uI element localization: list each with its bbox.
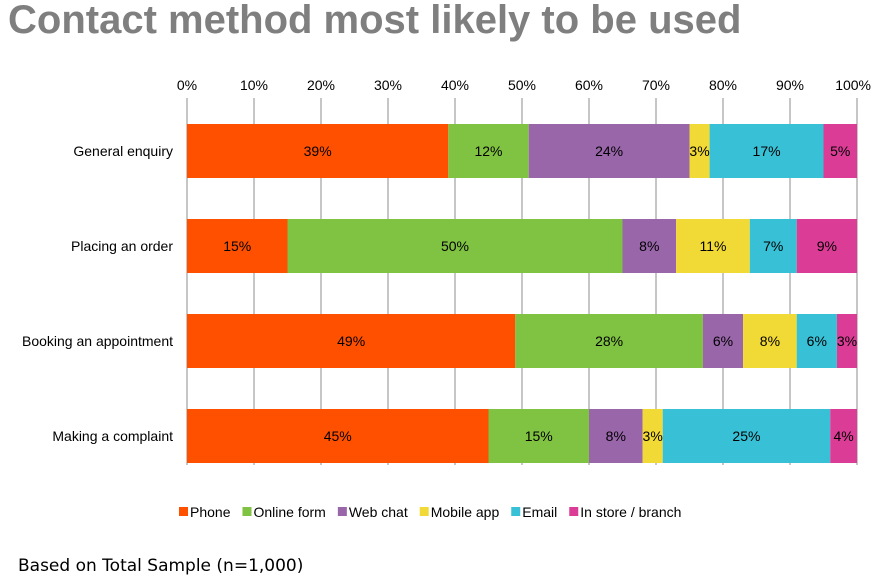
- bar-segment: [709, 124, 824, 178]
- legend-label: Web chat: [349, 504, 408, 520]
- legend-label: Email: [522, 504, 557, 520]
- legend-label: In store / branch: [580, 504, 681, 520]
- data-label: 3%: [643, 428, 663, 444]
- data-label: 24%: [595, 143, 623, 159]
- x-tick-label: 40%: [441, 77, 469, 93]
- bar-segment: [796, 314, 837, 368]
- bar-segment: [749, 219, 797, 273]
- legend-label: Mobile app: [431, 504, 500, 520]
- data-label: 12%: [474, 143, 502, 159]
- bar-segment: [448, 124, 529, 178]
- bar-segment: [622, 219, 677, 273]
- footnote: Based on Total Sample (n=1,000): [18, 556, 304, 576]
- category-label: Placing an order: [71, 238, 173, 254]
- legend-swatch: [179, 507, 188, 516]
- bar-segment: [676, 219, 750, 273]
- legend-swatch: [242, 507, 252, 516]
- bar-segment: [642, 409, 663, 463]
- bar-segment: [830, 409, 857, 463]
- category-label: General enquiry: [73, 143, 173, 159]
- x-tick-label: 20%: [307, 77, 335, 93]
- bar-segment: [796, 219, 857, 273]
- bar-segment: [187, 409, 489, 463]
- data-label: 6%: [713, 333, 733, 349]
- data-label: 17%: [753, 143, 781, 159]
- x-tick-label: 90%: [776, 77, 804, 93]
- data-label: 4%: [833, 428, 853, 444]
- legend-swatch: [569, 507, 579, 516]
- data-label: 15%: [525, 428, 553, 444]
- x-tick-label: 30%: [374, 77, 402, 93]
- x-tick-label: 100%: [835, 77, 871, 93]
- x-tick-label: 50%: [508, 77, 536, 93]
- data-label: 8%: [606, 428, 626, 444]
- bar-segment: [488, 409, 589, 463]
- chart-title: Contact method most likely to be used: [8, 0, 742, 42]
- legend-swatch: [511, 507, 521, 516]
- bar-segment: [515, 314, 703, 368]
- data-label: 8%: [639, 238, 659, 254]
- data-label: 50%: [441, 238, 469, 254]
- bar-segment: [823, 124, 857, 178]
- x-tick-label: 0%: [177, 77, 197, 93]
- x-tick-label: 10%: [240, 77, 268, 93]
- data-label: 7%: [763, 238, 783, 254]
- bar-segment: [589, 409, 643, 463]
- data-label: 6%: [807, 333, 827, 349]
- bar-segment: [662, 409, 831, 463]
- data-label: 25%: [732, 428, 760, 444]
- legend-label: Online form: [253, 504, 325, 520]
- x-tick-label: 80%: [709, 77, 737, 93]
- data-label: 9%: [817, 238, 837, 254]
- data-label: 8%: [760, 333, 780, 349]
- data-label: 28%: [595, 333, 623, 349]
- x-tick-label: 60%: [575, 77, 603, 93]
- bar-segment: [836, 314, 857, 368]
- bar-segment: [187, 314, 516, 368]
- category-label: Booking an appointment: [22, 333, 173, 349]
- data-label: 3%: [837, 333, 857, 349]
- legend-swatch: [419, 507, 429, 516]
- category-label: Making a complaint: [52, 428, 173, 444]
- data-label: 11%: [699, 238, 726, 254]
- x-tick-label: 70%: [642, 77, 670, 93]
- legend-label: Phone: [190, 504, 231, 520]
- legend-swatch: [337, 507, 347, 516]
- bar-segment: [287, 219, 623, 273]
- bar-segment: [187, 124, 449, 178]
- data-label: 15%: [223, 238, 251, 254]
- bar-segment: [528, 124, 690, 178]
- data-label: 39%: [304, 143, 332, 159]
- bar-segment: [187, 219, 288, 273]
- data-label: 49%: [337, 333, 365, 349]
- bar-segment: [689, 124, 710, 178]
- data-label: 3%: [689, 143, 709, 159]
- data-label: 45%: [324, 428, 352, 444]
- data-label: 5%: [830, 143, 850, 159]
- bar-segment: [702, 314, 744, 368]
- bar-segment: [743, 314, 797, 368]
